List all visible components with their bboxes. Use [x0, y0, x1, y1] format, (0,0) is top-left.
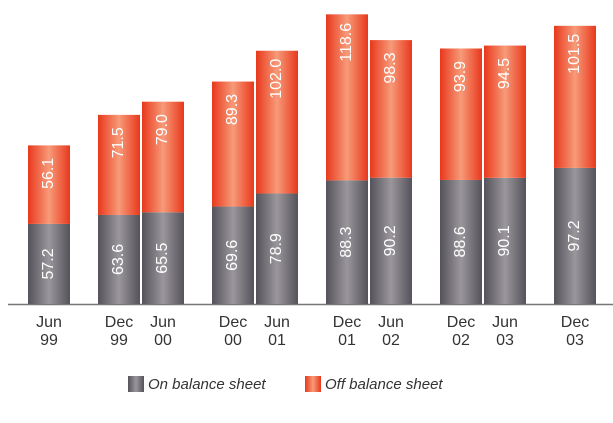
bar-segment [370, 177, 412, 304]
bar-segment [484, 45, 526, 178]
x-tick-label: Jun 03 [492, 314, 518, 349]
legend-label: Off balance sheet [325, 376, 443, 393]
bar-segment [484, 177, 526, 304]
value-label: 93.9 [452, 61, 469, 92]
value-label: 57.2 [40, 248, 57, 279]
value-label: 94.5 [496, 58, 513, 89]
bar-segment [142, 212, 184, 304]
value-label: 78.9 [268, 233, 285, 264]
value-label: 97.2 [566, 220, 583, 251]
x-tick-label: Dec 00 [218, 314, 248, 349]
bar-segment [142, 101, 184, 213]
bar-segment [256, 193, 298, 304]
value-label: 79.0 [154, 114, 171, 145]
bar-segment [98, 114, 140, 215]
bar-segment [28, 145, 70, 224]
bar-segment [554, 167, 596, 304]
x-tick-label: Dec 01 [332, 314, 362, 349]
value-label: 65.5 [154, 242, 171, 273]
bar-segment [554, 25, 596, 168]
bar-segment [440, 179, 482, 304]
x-tick-label: Dec 03 [560, 314, 590, 349]
value-label: 71.5 [110, 127, 127, 158]
x-tick-label: Jun 01 [264, 314, 290, 349]
legend-swatch [128, 376, 144, 392]
value-label: 90.1 [496, 225, 513, 256]
value-label: 118.6 [338, 23, 355, 62]
value-label: 69.6 [224, 240, 241, 271]
value-label: 88.3 [338, 227, 355, 258]
value-label: 101.5 [566, 34, 583, 74]
x-tick-label: Jun 00 [150, 314, 176, 349]
bar-segment [212, 81, 254, 207]
bar-segment [370, 40, 412, 178]
x-tick-label: Jun 02 [378, 314, 404, 349]
value-label: 102.0 [268, 59, 285, 99]
value-label: 88.6 [452, 226, 469, 257]
bar-segment [326, 14, 368, 181]
legend-label: On balance sheet [148, 376, 266, 393]
bar-segment [440, 48, 482, 180]
x-tick-label: Dec 99 [104, 314, 134, 349]
value-label: 89.3 [224, 94, 241, 125]
value-label: 98.3 [382, 52, 399, 83]
bar-segment [98, 214, 140, 304]
bar-segment [256, 50, 298, 194]
legend-swatch [305, 376, 321, 392]
value-label: 63.6 [110, 244, 127, 275]
value-label: 90.2 [382, 225, 399, 256]
bar-segment [212, 206, 254, 304]
x-tick-label: Dec 02 [446, 314, 476, 349]
value-label: 56.1 [40, 158, 57, 189]
bar-segment [28, 223, 70, 304]
x-tick-label: Jun 99 [36, 314, 62, 349]
bar-segment [326, 180, 368, 304]
